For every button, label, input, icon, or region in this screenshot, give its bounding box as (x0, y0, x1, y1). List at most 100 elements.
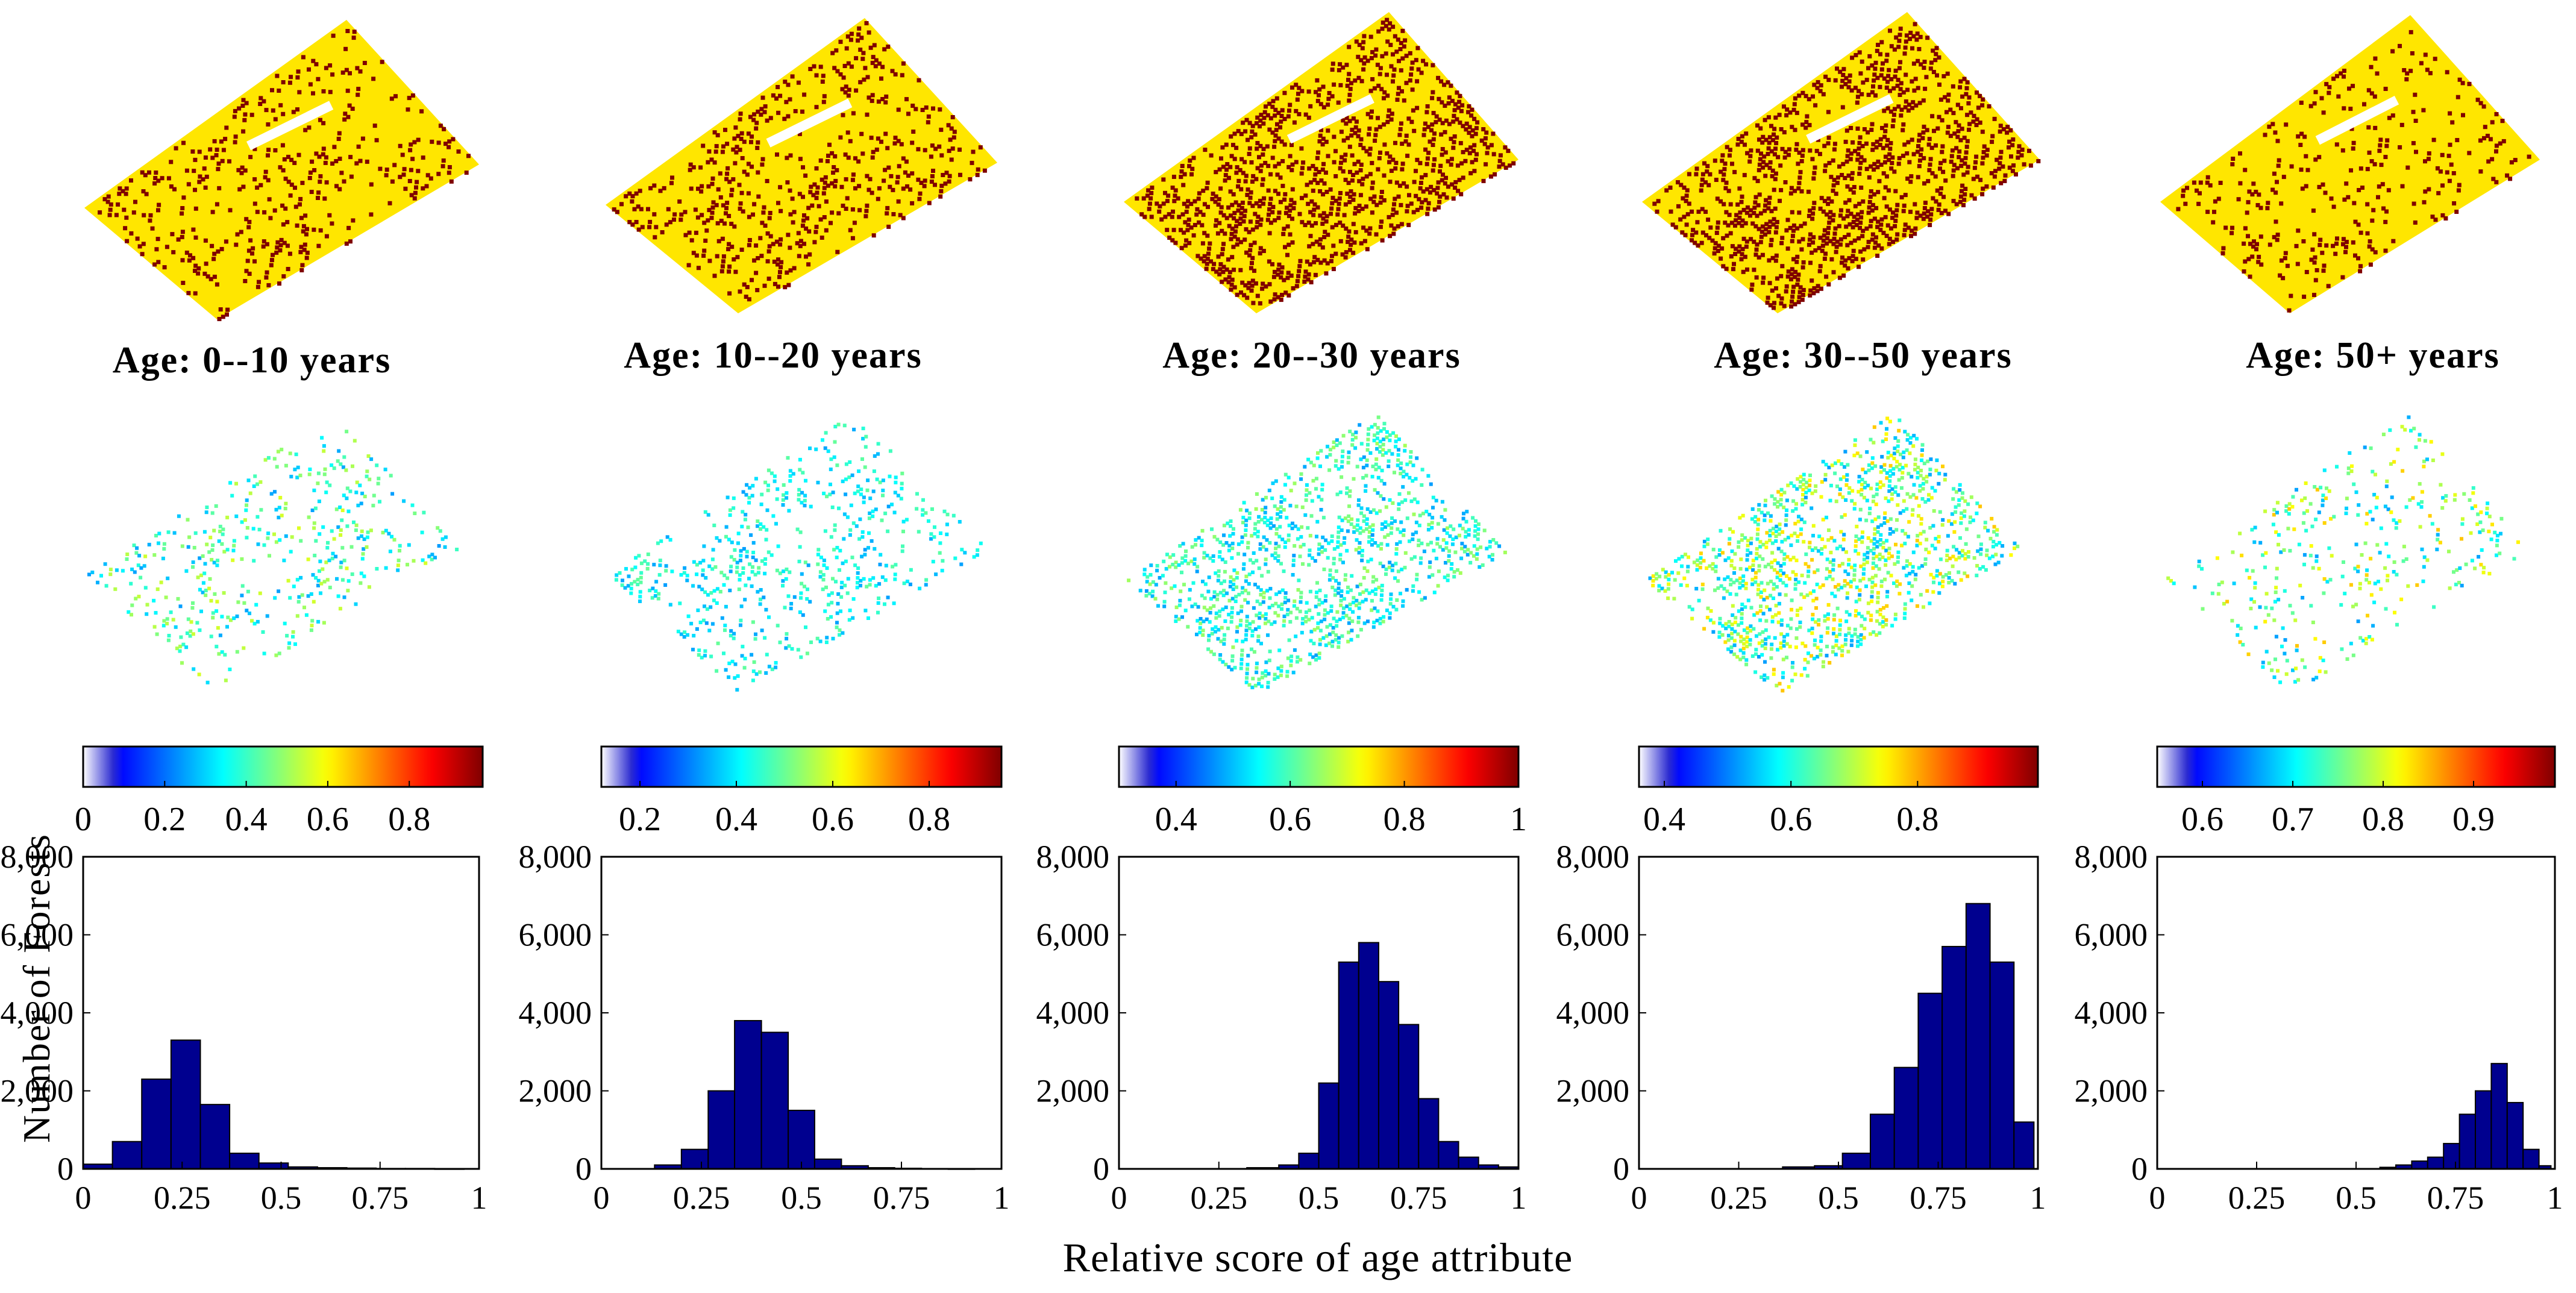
map-pixel (1938, 161, 1943, 166)
score-pixel (286, 578, 290, 583)
score-pixel (1161, 574, 1165, 578)
score-pixel (1420, 541, 1424, 545)
score-pixel (1346, 590, 1350, 594)
map-pixel (877, 186, 882, 191)
map-pixel (1920, 136, 1925, 140)
map-pixel (1780, 236, 1785, 240)
map-pixel (768, 116, 773, 121)
map-pixel (1727, 153, 1732, 158)
score-pixel (1458, 571, 1462, 575)
map-pixel (1849, 240, 1854, 245)
map-pixel (1242, 293, 1247, 298)
panel-title-4: Age: 30--50 years (1714, 335, 2012, 376)
map-pixel (647, 225, 652, 230)
map-pixel (1353, 78, 1358, 83)
score-pixel (1207, 638, 1211, 642)
score-pixel (730, 659, 735, 663)
score-pixel (757, 566, 761, 570)
score-pixel (892, 510, 897, 515)
map-pixel (1772, 301, 1776, 305)
score-pixel (222, 591, 226, 595)
map-pixel (1377, 72, 1382, 77)
map-pixel (1226, 205, 1231, 210)
map-pixel (710, 181, 715, 186)
map-pixel (1364, 204, 1368, 209)
score-pixel (1335, 438, 1339, 442)
map-pixel (898, 213, 903, 218)
score-pixel (1194, 538, 1198, 542)
score-pixel (1399, 530, 1403, 534)
map-pixel (142, 213, 146, 218)
map-pixel (1816, 80, 1820, 84)
score-pixel (781, 584, 785, 588)
score-pixel (205, 542, 209, 546)
map-pixel (658, 189, 663, 193)
map-pixel (1216, 254, 1221, 259)
map-pixel (788, 212, 793, 217)
map-pixel (1772, 305, 1776, 310)
map-pixel (1910, 79, 1914, 84)
score-pixel (248, 491, 252, 495)
map-pixel (2299, 167, 2304, 172)
score-pixel (741, 645, 745, 649)
score-pixel (1320, 487, 1324, 492)
map-pixel (1266, 188, 1271, 193)
map-pixel (1297, 112, 1302, 116)
score-pixel (1282, 508, 1286, 512)
map-pixel (318, 228, 323, 233)
score-pixel (795, 527, 800, 531)
score-pixel (354, 490, 359, 495)
score-pixel (859, 492, 863, 496)
map-pixel (815, 185, 820, 190)
map-pixel (1843, 82, 1848, 87)
map-pixel (1282, 142, 1287, 147)
score-pixel (1178, 598, 1182, 603)
map-pixel (356, 87, 361, 92)
score-pixel (924, 578, 929, 582)
map-pixel (1276, 110, 1281, 115)
map-pixel (1971, 119, 1976, 124)
map-pixel (2386, 188, 2391, 193)
map-pixel (1261, 146, 1266, 151)
map-pixel (831, 171, 836, 175)
map-pixel (2400, 184, 2405, 189)
map-pixel (1367, 127, 1372, 131)
map-pixel (2304, 270, 2309, 274)
map-pixel (749, 140, 753, 145)
score-pixel (908, 582, 912, 586)
score-pixel (1328, 568, 1332, 572)
score-pixel (314, 539, 318, 543)
map-pixel (1981, 150, 1986, 154)
score-pixel (979, 541, 983, 545)
score-pixel (727, 675, 731, 679)
map-pixel (1243, 160, 1247, 164)
score-pixel (180, 544, 184, 548)
map-pixel (1271, 205, 1276, 209)
map-pixel (1272, 145, 1277, 149)
map-pixel (2451, 171, 2456, 175)
score-pixel (1299, 545, 1303, 549)
map-pixel (1340, 155, 1344, 160)
map-pixel (243, 168, 248, 173)
score-pixel (289, 475, 293, 478)
map-pixel (1925, 214, 1929, 219)
score-pixel (176, 596, 180, 601)
score-pixel (154, 611, 158, 615)
map-pixel (1173, 188, 1178, 193)
map-pixel (1853, 149, 1858, 154)
score-pixel (733, 676, 737, 680)
score-pixel (803, 498, 807, 502)
map-pixel (1255, 166, 1260, 171)
map-pixel (1405, 204, 1410, 208)
map-pixel (337, 131, 342, 136)
map-pixel (1274, 128, 1279, 133)
map-pixel (1438, 194, 1443, 199)
map-pixel (1424, 110, 1429, 114)
score-pixel (1215, 593, 1220, 597)
score-pixel (365, 545, 369, 549)
map-pixel (1934, 199, 1938, 204)
score-pixel (1250, 647, 1253, 651)
map-pixel (1347, 72, 1352, 77)
score-pixel (1452, 570, 1456, 574)
score-pixel (760, 559, 764, 563)
